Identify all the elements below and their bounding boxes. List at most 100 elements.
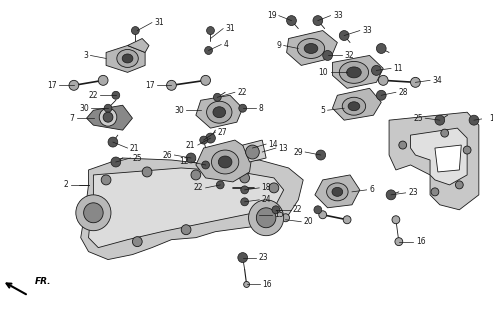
Ellipse shape [372, 65, 381, 76]
Text: 12: 12 [179, 157, 189, 166]
Polygon shape [196, 140, 252, 182]
Ellipse shape [191, 170, 201, 180]
Ellipse shape [181, 225, 191, 235]
Text: 2: 2 [64, 180, 69, 189]
Ellipse shape [456, 181, 463, 189]
Polygon shape [89, 168, 283, 248]
Text: 24: 24 [262, 195, 271, 204]
Text: 4: 4 [224, 40, 229, 49]
Ellipse shape [269, 183, 279, 193]
Polygon shape [81, 158, 303, 260]
Text: 32: 32 [345, 51, 354, 60]
Ellipse shape [316, 150, 326, 160]
Ellipse shape [202, 161, 210, 169]
Ellipse shape [339, 31, 349, 41]
Ellipse shape [255, 206, 263, 214]
Text: 23: 23 [259, 253, 268, 262]
Ellipse shape [84, 203, 103, 223]
Text: 22: 22 [237, 88, 247, 97]
Ellipse shape [104, 104, 112, 112]
Ellipse shape [244, 282, 249, 287]
Ellipse shape [207, 101, 232, 123]
Ellipse shape [313, 16, 323, 26]
Ellipse shape [133, 237, 142, 247]
Text: 26: 26 [162, 150, 172, 160]
Ellipse shape [112, 91, 120, 99]
Text: 25: 25 [413, 114, 423, 123]
Ellipse shape [248, 200, 283, 236]
Ellipse shape [241, 198, 248, 206]
Ellipse shape [76, 195, 111, 231]
Ellipse shape [392, 216, 400, 224]
Text: 23: 23 [408, 188, 418, 197]
Text: 27: 27 [218, 128, 227, 137]
Text: 33: 33 [362, 26, 372, 35]
Ellipse shape [323, 51, 332, 60]
Ellipse shape [69, 80, 79, 90]
Ellipse shape [218, 156, 232, 168]
Ellipse shape [213, 93, 221, 101]
Text: 34: 34 [432, 76, 442, 85]
Polygon shape [389, 112, 479, 210]
Polygon shape [106, 45, 145, 72]
Ellipse shape [98, 76, 108, 85]
Ellipse shape [339, 61, 369, 83]
Text: 22: 22 [293, 205, 302, 214]
Text: 31: 31 [226, 24, 235, 33]
Text: 7: 7 [70, 114, 74, 123]
Text: 1: 1 [489, 114, 493, 123]
Text: 16: 16 [263, 280, 272, 289]
Text: 25: 25 [133, 154, 142, 163]
Ellipse shape [347, 67, 361, 78]
Ellipse shape [240, 173, 249, 183]
Text: 22: 22 [194, 183, 203, 192]
Ellipse shape [463, 146, 471, 154]
Ellipse shape [117, 50, 138, 68]
Text: 17: 17 [145, 81, 154, 90]
Text: 29: 29 [293, 148, 303, 156]
Ellipse shape [205, 46, 212, 54]
Text: 17: 17 [47, 81, 57, 90]
Ellipse shape [441, 129, 449, 137]
Ellipse shape [431, 188, 439, 196]
Ellipse shape [213, 107, 226, 118]
Text: FR.: FR. [35, 277, 51, 286]
Polygon shape [332, 55, 383, 88]
Text: 5: 5 [320, 106, 325, 115]
Polygon shape [315, 175, 360, 208]
Polygon shape [411, 128, 467, 185]
Text: 11: 11 [393, 64, 403, 73]
Text: 30: 30 [174, 106, 184, 115]
Ellipse shape [319, 211, 327, 219]
Ellipse shape [99, 108, 117, 126]
Ellipse shape [122, 54, 133, 63]
Ellipse shape [142, 167, 152, 177]
Text: 9: 9 [277, 41, 282, 50]
Text: 16: 16 [416, 237, 425, 246]
Ellipse shape [241, 186, 248, 194]
Polygon shape [286, 31, 337, 65]
Text: 31: 31 [154, 18, 164, 27]
Text: 18: 18 [262, 183, 271, 192]
Polygon shape [128, 38, 149, 52]
Ellipse shape [111, 157, 121, 167]
Text: 21: 21 [130, 144, 140, 153]
Ellipse shape [286, 16, 296, 26]
Ellipse shape [332, 188, 343, 196]
Ellipse shape [103, 112, 113, 122]
Ellipse shape [216, 181, 224, 189]
Text: 8: 8 [259, 104, 264, 113]
Text: 15: 15 [275, 210, 284, 219]
Ellipse shape [258, 224, 266, 232]
Ellipse shape [342, 97, 366, 115]
Ellipse shape [167, 80, 176, 90]
Text: 6: 6 [369, 185, 374, 194]
Ellipse shape [239, 104, 246, 112]
Ellipse shape [272, 206, 280, 214]
Text: 3: 3 [83, 51, 88, 60]
Text: 28: 28 [398, 88, 408, 97]
Ellipse shape [314, 206, 322, 214]
Polygon shape [435, 145, 461, 172]
Ellipse shape [378, 76, 388, 85]
Ellipse shape [211, 150, 239, 174]
